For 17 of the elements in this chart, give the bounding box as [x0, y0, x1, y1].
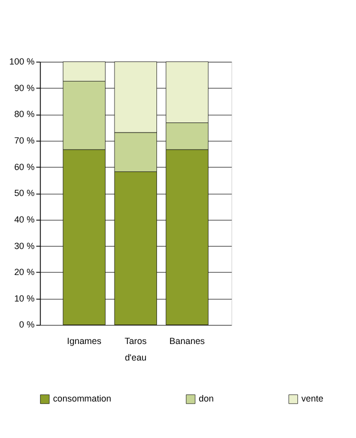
y-tick-label: 30 %: [14, 240, 35, 251]
legend-label: vente: [301, 394, 324, 404]
legend-label: don: [198, 394, 214, 404]
x-tick-label: Ignames: [67, 336, 102, 346]
y-tick-label: 10 %: [14, 293, 35, 304]
y-tick-label: 100 %: [9, 56, 35, 67]
x-tick-label: Taros d'eau: [124, 336, 148, 362]
y-tick-label: 40 %: [14, 214, 35, 224]
y-tick-label: 90 %: [14, 82, 35, 93]
y-tick-label: 50 %: [14, 188, 35, 198]
y-tick-label: 80 %: [14, 109, 35, 120]
x-tick-label: Bananes: [169, 336, 206, 346]
y-tick-label: 0 %: [19, 320, 35, 330]
y-tick-label: 20 %: [14, 267, 35, 278]
y-tick-label: 70 %: [14, 136, 35, 146]
y-tick-label: 60 %: [14, 162, 35, 172]
legend-label: consommation: [52, 394, 112, 404]
